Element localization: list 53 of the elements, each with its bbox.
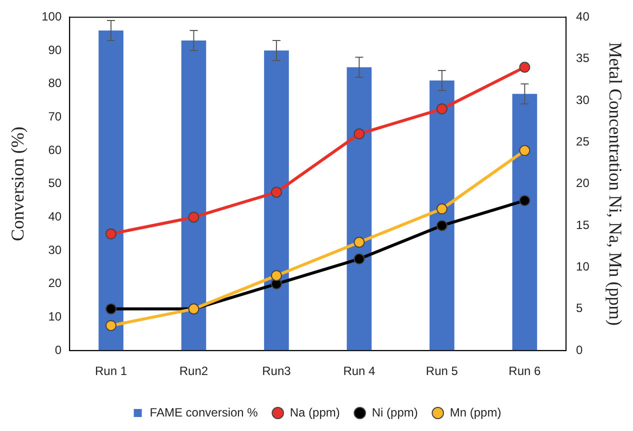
legend-label: Na (ppm)	[290, 405, 340, 420]
y-tick-label: 50	[48, 176, 62, 190]
x-tick-label: Run 1	[94, 364, 128, 378]
y-tick-label: 100	[42, 10, 62, 24]
bar	[98, 30, 124, 351]
y2-tick-label: 15	[576, 218, 590, 232]
y-tick-label: 20	[48, 276, 62, 290]
y2-tick-label: 25	[576, 134, 590, 149]
y2-tick-label: 40	[576, 10, 590, 24]
y2-tick-label: 0	[576, 342, 584, 357]
y-tick-label: 40	[48, 210, 62, 224]
y2-tick-label: 5	[576, 301, 584, 316]
y2-tick-label: 10	[576, 260, 590, 274]
point	[519, 195, 530, 206]
legend-label: Ni (ppm)	[372, 405, 418, 420]
y2-axis-title: Metal Concentration Ni, Na, Mn (ppm)	[605, 42, 626, 326]
y-tick-label: 0	[54, 342, 62, 357]
y-tick-label: 10	[48, 310, 62, 324]
bar	[346, 67, 372, 351]
bar	[264, 50, 289, 351]
y-tick-label: 60	[48, 142, 62, 157]
x-tick-label: Run 5	[426, 364, 458, 378]
y2-tick-label: 35	[576, 51, 590, 66]
point	[354, 128, 365, 140]
point	[436, 220, 448, 232]
y-axis-title: Conversion (%)	[8, 126, 28, 242]
legend-label: FAME conversion %	[150, 405, 258, 420]
point	[436, 203, 448, 214]
bar	[512, 94, 538, 351]
point	[270, 270, 282, 282]
point	[105, 303, 116, 314]
x-tick-label: Run3	[262, 364, 292, 378]
point	[105, 228, 116, 240]
legend-label: Mn (ppm)	[450, 405, 502, 420]
y-tick-label: 70	[48, 110, 62, 124]
y-tick-label: 30	[48, 242, 62, 257]
point	[354, 253, 365, 264]
point	[519, 145, 530, 156]
x-tick-label: Run 6	[508, 364, 542, 378]
y2-tick-label: 30	[576, 92, 590, 107]
bar	[181, 40, 206, 351]
point	[270, 186, 282, 198]
y2-tick-label: 20	[576, 176, 590, 190]
point	[354, 236, 365, 248]
y-tick-label: 90	[48, 42, 62, 57]
x-tick-label: Run2	[179, 364, 208, 378]
y-tick-label: 80	[48, 76, 62, 90]
point	[188, 212, 200, 223]
point	[436, 103, 448, 114]
bar	[430, 80, 454, 351]
x-tick-label: Run 4	[343, 364, 376, 378]
point	[519, 62, 530, 73]
point	[105, 320, 116, 332]
